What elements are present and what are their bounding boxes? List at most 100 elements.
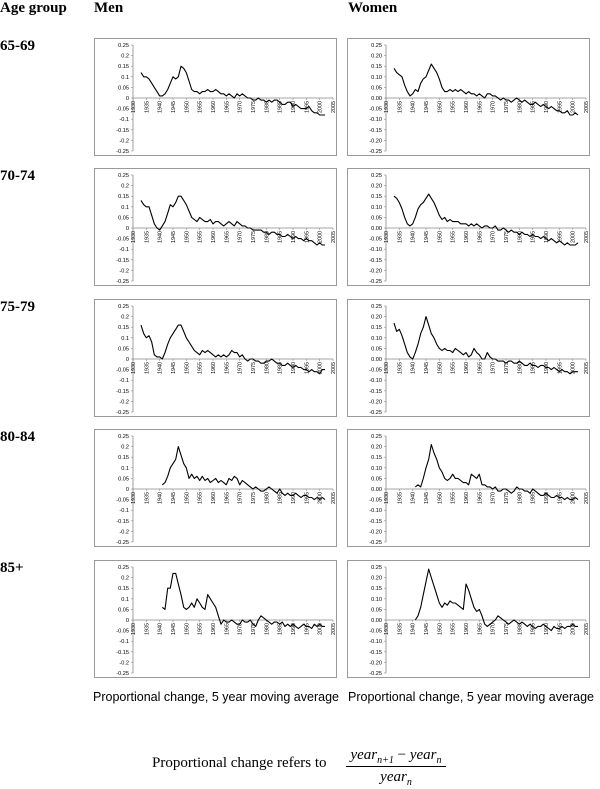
x-tick-label: 1985 [531, 101, 537, 113]
chart-panel-80-84-women: 0.25 0.20 0.15 0.10 0.05 0.00 -0.05 -0.10 -0.15 -… [347, 429, 590, 547]
y-tick-label: -0.1 [119, 117, 129, 123]
y-tick-label: 0.10 [371, 205, 382, 211]
x-tick-label: 1950 [184, 362, 190, 374]
x-tick-label: 1940 [158, 362, 164, 374]
y-tick-label: 0.00 [371, 96, 382, 102]
series-line [140, 324, 325, 375]
x-tick-label: 1980 [517, 231, 523, 243]
x-tick-label: 1985 [531, 492, 537, 504]
y-tick-label: 0.20 [371, 576, 382, 582]
x-tick-label: 1960 [464, 101, 470, 113]
y-tick-label: 0.05 [118, 85, 129, 91]
x-tick-label: 1930 [131, 492, 137, 504]
x-tick-label: 1985 [278, 362, 284, 374]
men-caption: Proportional change, 5 year moving avera… [93, 690, 339, 704]
y-tick-label: 0.25 [118, 565, 129, 571]
x-tick-label: 1965 [477, 492, 483, 504]
x-tick-label: 1975 [251, 623, 257, 635]
x-tick-label: 1970 [238, 623, 244, 635]
series-line [393, 316, 578, 375]
y-tick-label: 0.20 [371, 184, 382, 190]
x-tick-label: 1970 [491, 101, 497, 113]
line-chart: 0.25 0.20 0.15 0.10 0.05 0.00 -0.05 -0.10 -0.15 -… [369, 565, 590, 677]
x-tick-label: 1965 [224, 101, 230, 113]
x-tick-label: 1955 [451, 492, 457, 504]
y-tick-label: -0.25 [116, 149, 129, 155]
x-tick-label: 1970 [238, 101, 244, 113]
x-tick-label: 2005 [331, 101, 337, 113]
x-tick-label: 1930 [131, 623, 137, 635]
x-tick-label: 1980 [264, 623, 270, 635]
y-tick-label: 0 [126, 226, 129, 232]
x-tick-label: 1950 [184, 492, 190, 504]
y-tick-label: -0.1 [119, 378, 129, 384]
x-tick-label: 1945 [171, 492, 177, 504]
x-tick-label: 1985 [531, 623, 537, 635]
line-chart: 0.25 0.2 0.15 0.1 0.05 0 -0.05 -0.1 -0.15 -0.2 -0.… [116, 304, 337, 416]
x-tick-label: 1935 [144, 101, 150, 113]
series-line [393, 63, 579, 116]
y-tick-label: 0.10 [371, 597, 382, 603]
y-tick-label: -0.05 [116, 237, 129, 243]
x-tick-label: 1930 [131, 101, 137, 113]
x-tick-label: 1975 [504, 101, 510, 113]
y-tick-label: -0.1 [119, 639, 129, 645]
x-tick-label: 1955 [451, 623, 457, 635]
x-tick-label: 1995 [557, 231, 563, 243]
x-tick-label: 1975 [504, 362, 510, 374]
y-tick-label: 0.2 [121, 315, 129, 321]
age-group-label: 70-74 [0, 168, 35, 184]
x-tick-label: 1935 [144, 231, 150, 243]
y-tick-label: 0.15 [118, 455, 129, 461]
x-tick-label: 1930 [131, 231, 137, 243]
x-tick-label: 1950 [184, 101, 190, 113]
y-tick-label: 0.2 [121, 184, 129, 190]
x-tick-label: 2005 [331, 623, 337, 635]
y-tick-label: -0.20 [369, 138, 382, 144]
x-tick-label: 1965 [477, 623, 483, 635]
x-tick-label: 1960 [464, 231, 470, 243]
x-tick-label: 1935 [397, 362, 403, 374]
y-tick-label: 0.1 [121, 336, 129, 342]
y-tick-label: 0.25 [371, 43, 382, 49]
y-tick-label: 0 [126, 357, 129, 363]
y-tick-label: -0.05 [116, 107, 129, 113]
y-tick-label: 0.05 [118, 476, 129, 482]
x-tick-label: 1945 [424, 101, 430, 113]
x-tick-label: 1950 [437, 623, 443, 635]
y-tick-label: -0.15 [369, 389, 382, 395]
x-tick-label: 1930 [384, 231, 390, 243]
chart-panel-65-69-women: 0.25 0.20 0.15 0.10 0.05 0.00 -0.05 -0.10 -0.15 -… [347, 38, 590, 156]
x-tick-label: 1990 [291, 231, 297, 243]
x-tick-label: 1985 [278, 623, 284, 635]
y-tick-label: -0.15 [369, 258, 382, 264]
x-tick-label: 2000 [318, 623, 324, 635]
y-tick-label: 0.05 [118, 607, 129, 613]
y-tick-label: 0.15 [118, 586, 129, 592]
y-tick-label: 0.25 [118, 434, 129, 440]
x-tick-label: 1940 [158, 623, 164, 635]
x-tick-label: 1940 [411, 623, 417, 635]
y-tick-label: 0.25 [118, 304, 129, 310]
x-tick-label: 1980 [264, 362, 270, 374]
series-line [140, 195, 325, 246]
x-tick-label: 1950 [437, 492, 443, 504]
x-tick-label: 2000 [571, 623, 577, 635]
y-tick-label: -0.20 [369, 529, 382, 535]
numerator-term-a-subscript: n+1 [377, 755, 394, 766]
y-tick-label: 0.25 [371, 434, 382, 440]
y-tick-label: 0.15 [371, 64, 382, 70]
x-tick-label: 1955 [198, 492, 204, 504]
x-tick-label: 1965 [477, 231, 483, 243]
denominator-term-subscript: n [406, 777, 412, 788]
x-tick-label: 1940 [411, 231, 417, 243]
y-tick-label: -0.05 [369, 237, 382, 243]
y-tick-label: -0.05 [369, 498, 382, 504]
x-tick-label: 1960 [211, 231, 217, 243]
y-tick-label: 0.20 [371, 315, 382, 321]
x-tick-label: 1945 [171, 231, 177, 243]
x-tick-label: 1935 [397, 101, 403, 113]
x-tick-label: 1970 [491, 231, 497, 243]
y-tick-label: -0.15 [116, 128, 129, 134]
x-tick-label: 2005 [584, 623, 590, 635]
